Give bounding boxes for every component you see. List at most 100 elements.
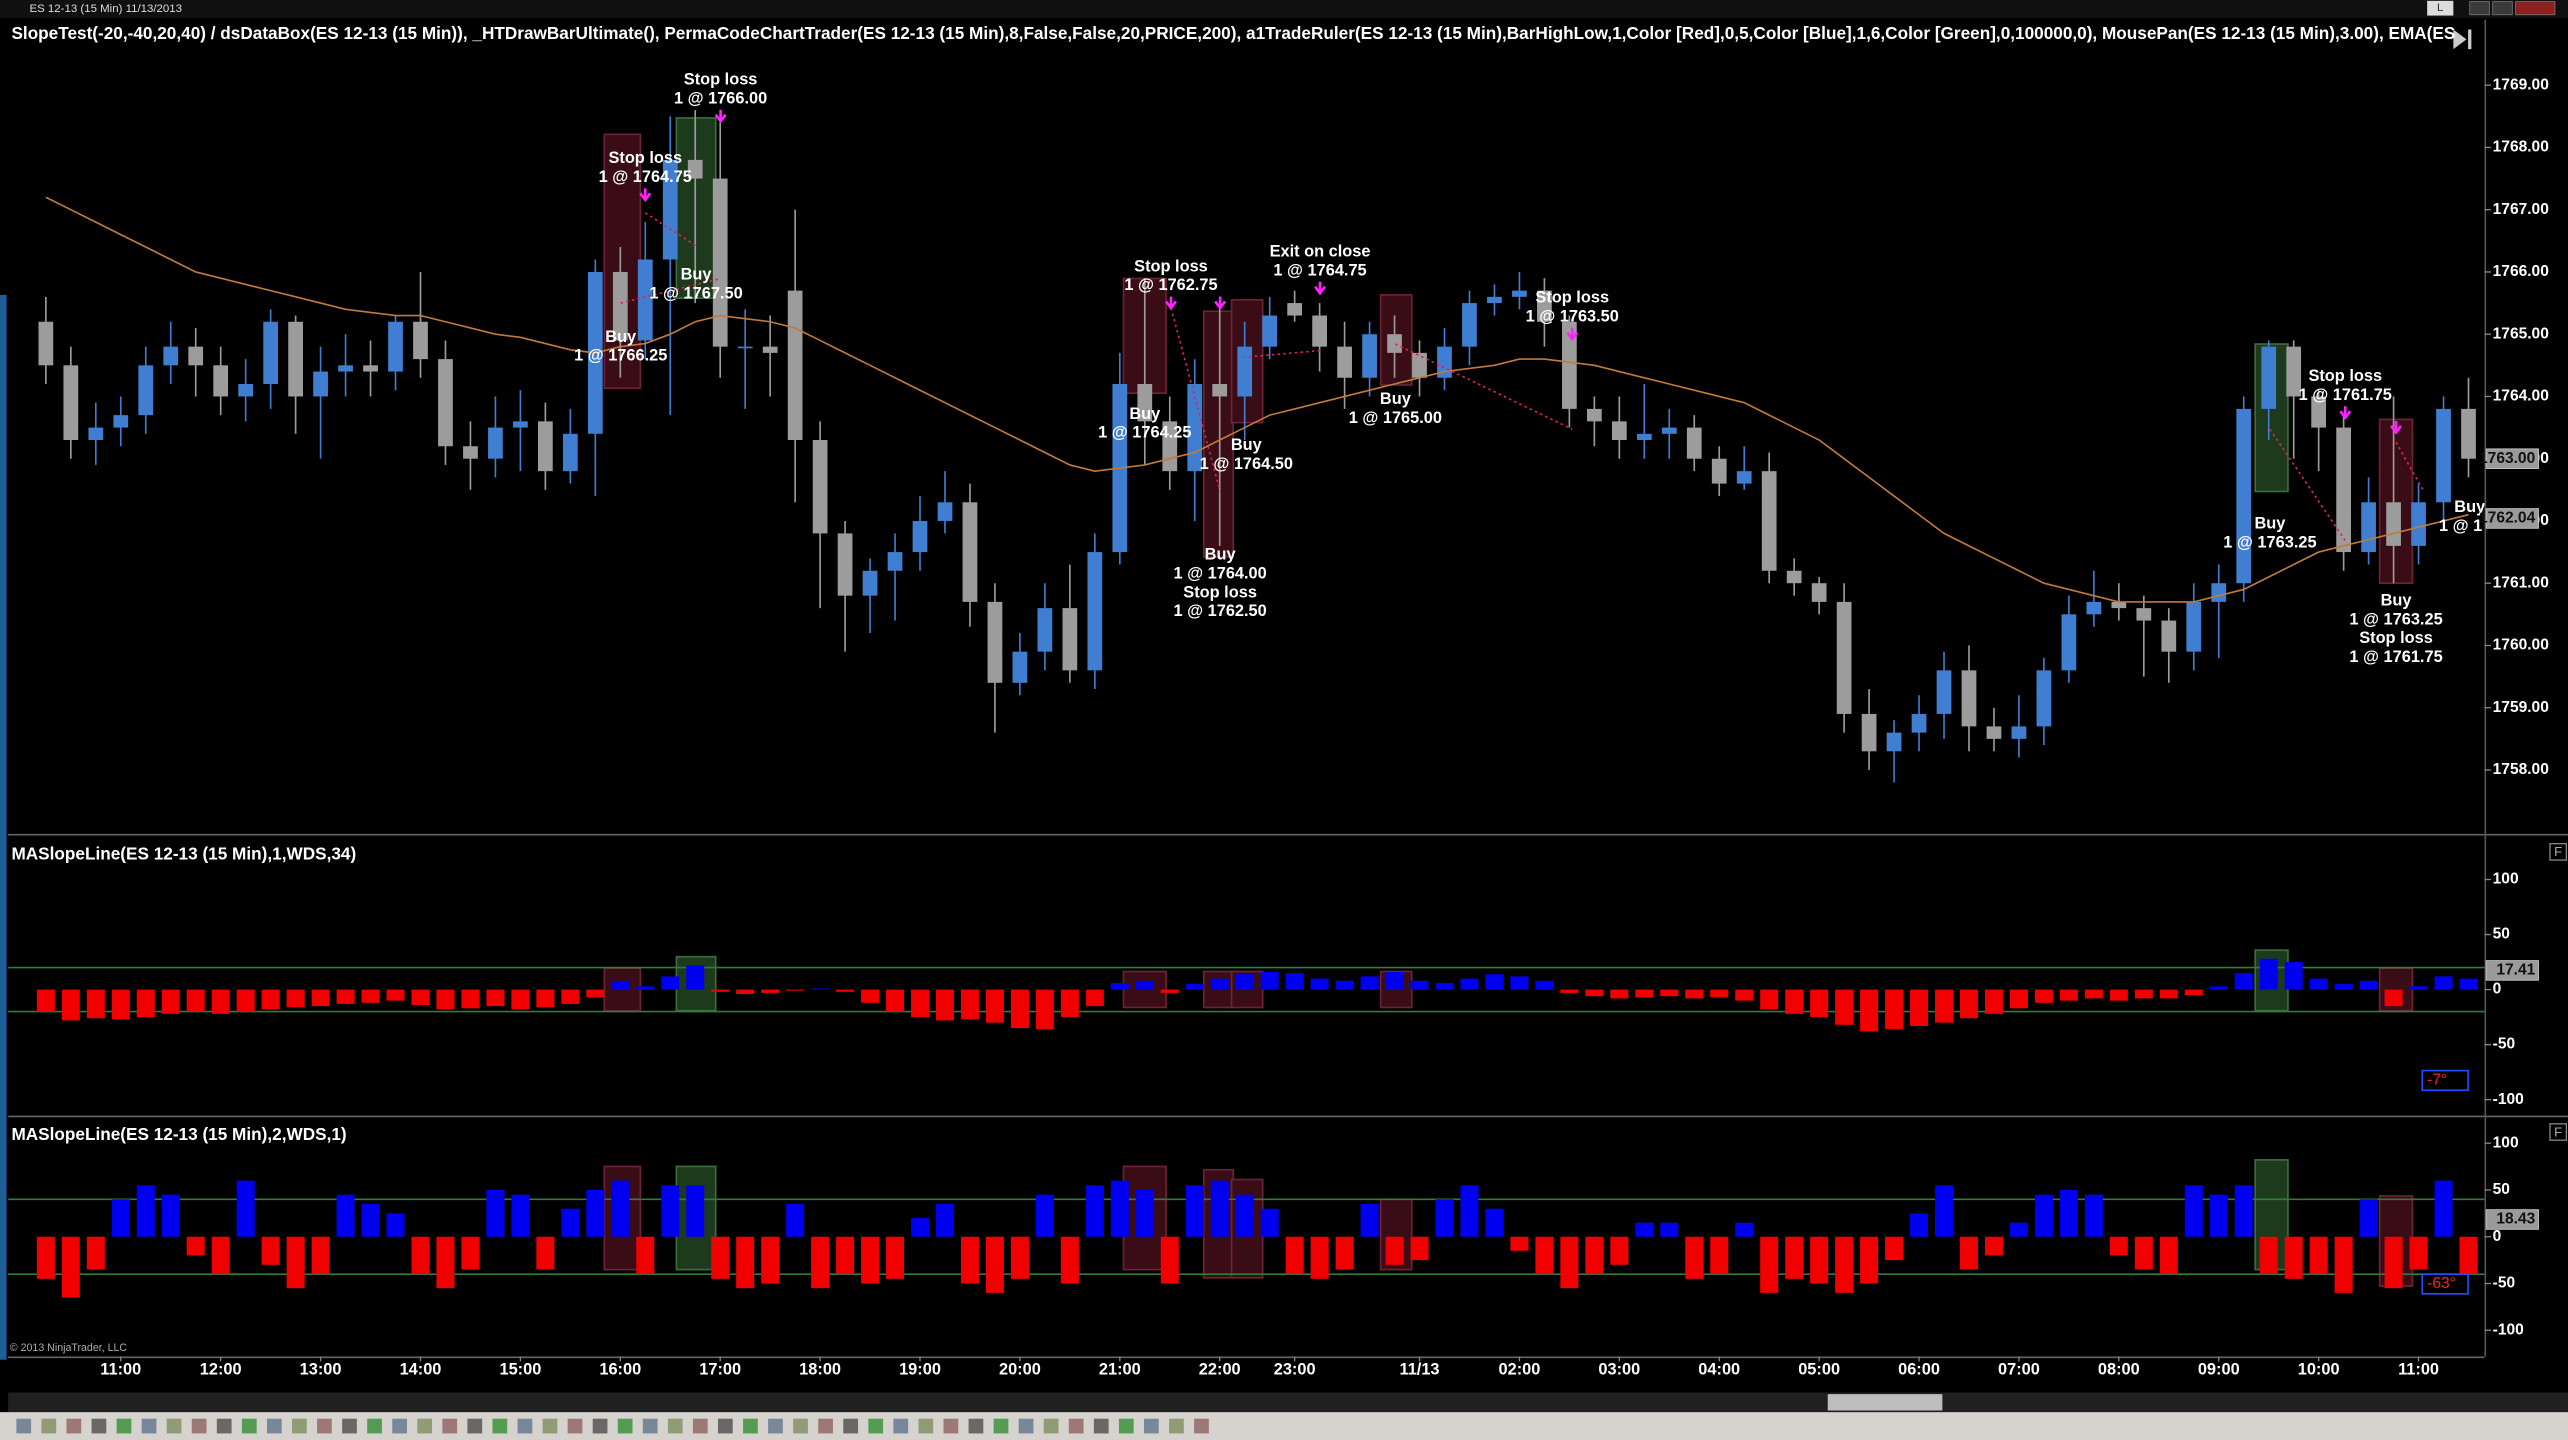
toolbar-icon[interactable]	[517, 1418, 533, 1434]
toolbar-icon[interactable]	[542, 1418, 558, 1434]
trade-annotation: Stop loss	[1134, 257, 1208, 275]
y-tick-label: 1761.00	[2493, 574, 2550, 591]
maximize-button[interactable]	[2492, 1, 2513, 16]
panel-button[interactable]	[2549, 1123, 2568, 1141]
toolbar-icon[interactable]	[1093, 1418, 1109, 1434]
toolbar-icon[interactable]	[968, 1418, 984, 1434]
slope-bar	[1610, 1236, 1629, 1265]
x-tick-label: 21:00	[1099, 1361, 1141, 1379]
toolbar-icon[interactable]	[41, 1418, 57, 1434]
x-tick-label: 13:00	[300, 1361, 342, 1379]
slope-bar	[2384, 1236, 2403, 1289]
candle-body	[837, 533, 853, 596]
toolbar-icon[interactable]	[417, 1418, 433, 1434]
toolbar-icon[interactable]	[342, 1418, 357, 1434]
slope-bar	[1060, 1236, 1079, 1284]
window-button[interactable]	[2427, 0, 2454, 16]
trade-line	[1395, 343, 1573, 430]
slope-bar	[1460, 978, 1479, 990]
minimize-button[interactable]	[2469, 1, 2490, 16]
copyright: © 2013 NinjaTrader, LLC	[10, 1342, 128, 1354]
toolbar-icon[interactable]	[216, 1418, 232, 1434]
toolbar-icon[interactable]	[166, 1418, 182, 1434]
candle-body	[88, 427, 104, 441]
toolbar-icon[interactable]	[317, 1418, 332, 1434]
candle-body	[2411, 502, 2426, 546]
toolbar-icon[interactable]	[743, 1418, 758, 1434]
toolbar-icon[interactable]	[1143, 1418, 1159, 1434]
toolbar-icon[interactable]	[642, 1418, 658, 1434]
stop-arrow	[639, 188, 652, 203]
toolbar-icon[interactable]	[16, 1418, 32, 1434]
toolbar-icon[interactable]	[467, 1418, 483, 1434]
toolbar-icon[interactable]	[442, 1418, 458, 1434]
toolbar-icon[interactable]	[717, 1418, 733, 1434]
candle-body	[413, 321, 428, 360]
toolbar-icon[interactable]	[918, 1418, 934, 1434]
slope-bar	[1959, 989, 1978, 1019]
toolbar-icon[interactable]	[818, 1418, 833, 1434]
toolbar-icon[interactable]	[191, 1418, 207, 1434]
toolbar-icon[interactable]	[943, 1418, 959, 1434]
toolbar-icon[interactable]	[392, 1418, 407, 1434]
toolbar-icon[interactable]	[141, 1418, 157, 1434]
slope-bar	[2284, 962, 2303, 990]
toolbar-icon[interactable]	[617, 1418, 633, 1434]
toolbar-icon[interactable]	[66, 1418, 82, 1434]
toolbar-icon[interactable]	[241, 1418, 257, 1434]
trade-annotation: Stop loss	[2308, 367, 2382, 385]
x-tick-label: 10:00	[2298, 1361, 2340, 1379]
toolbar-icon[interactable]	[692, 1418, 708, 1434]
slope-bar	[1959, 1236, 1978, 1270]
toolbar-icon[interactable]	[1118, 1418, 1134, 1434]
toolbar-icon[interactable]	[1068, 1418, 1084, 1434]
slope-bar	[511, 1194, 530, 1237]
panel-title: SlopeTest(-20,-40,20,40) / dsDataBox(ES …	[11, 23, 2568, 43]
toolbar-icon[interactable]	[567, 1418, 583, 1434]
slope-bar	[1360, 976, 1379, 990]
toolbar-icon[interactable]	[1043, 1418, 1059, 1434]
trade-annotation: Buy	[1380, 390, 1412, 408]
toolbar-icon[interactable]	[868, 1418, 884, 1434]
toolbar-icon[interactable]	[367, 1418, 382, 1434]
trade-annotation: Buy	[681, 266, 713, 284]
scroll-thumb[interactable]	[1827, 1394, 1943, 1411]
toolbar-icon[interactable]	[993, 1418, 1009, 1434]
candle-body	[1337, 346, 1352, 378]
slope-bar	[636, 986, 655, 990]
candle-body	[962, 502, 978, 602]
x-tick-label: 06:00	[1898, 1361, 1940, 1379]
panel-button[interactable]	[2549, 843, 2568, 861]
candle-body	[1512, 290, 1527, 297]
scrollbar[interactable]	[8, 1392, 2568, 1413]
candle-body	[2211, 583, 2227, 602]
slope-bar	[1135, 980, 1154, 990]
toolbar-icon[interactable]	[768, 1418, 783, 1434]
slope-bar	[661, 1185, 680, 1237]
candle-body	[2286, 346, 2302, 397]
toolbar-icon[interactable]	[292, 1418, 307, 1434]
scroll-end-icon[interactable]	[2453, 29, 2472, 50]
toolbar-icon[interactable]	[266, 1418, 282, 1434]
toolbar-icon[interactable]	[492, 1418, 508, 1434]
toolbar-icon[interactable]	[91, 1418, 107, 1434]
toolbar-icon[interactable]	[1169, 1418, 1184, 1434]
toolbar-icon[interactable]	[893, 1418, 909, 1434]
candle-body	[762, 346, 778, 353]
candle-body	[2061, 614, 2077, 671]
slope-bar	[1660, 989, 1679, 997]
toolbar-icon[interactable]	[843, 1418, 859, 1434]
toolbar-icon[interactable]	[793, 1418, 808, 1434]
slope-bar	[736, 989, 755, 994]
toolbar-icon[interactable]	[1194, 1418, 1209, 1434]
toolbar-icon[interactable]	[116, 1418, 132, 1434]
close-button[interactable]	[2515, 1, 2556, 16]
slope-bar	[836, 989, 855, 992]
trade-line	[644, 212, 697, 247]
toolbar-icon[interactable]	[592, 1418, 608, 1434]
slope-bar	[411, 989, 430, 1006]
toolbar-icon[interactable]	[667, 1418, 683, 1434]
y-tick-label: 1765.00	[2493, 325, 2550, 342]
toolbar-icon[interactable]	[1018, 1418, 1034, 1434]
candle-body	[1287, 303, 1303, 316]
